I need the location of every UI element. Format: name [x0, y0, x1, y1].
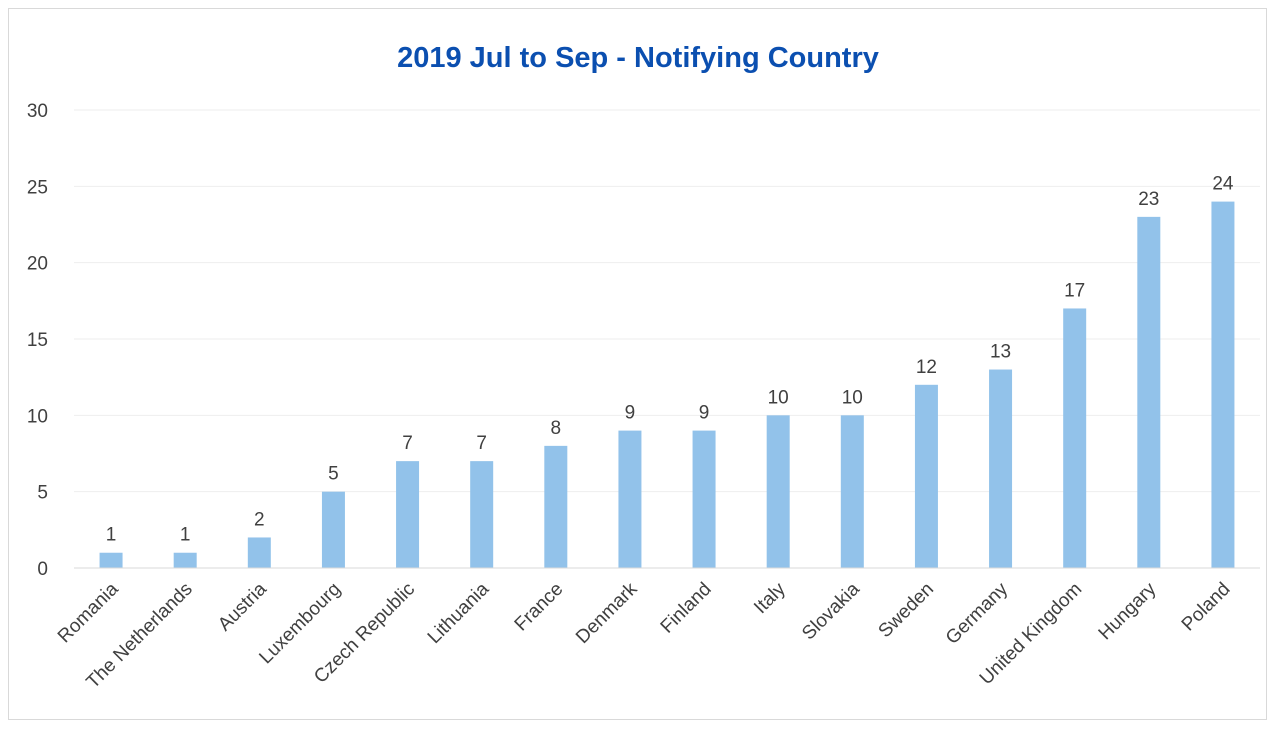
chart-title: 2019 Jul to Sep - Notifying Country	[397, 42, 879, 74]
data-label: 10	[768, 387, 789, 408]
y-tick-label: 25	[27, 177, 48, 198]
bar-lithuania	[470, 461, 494, 568]
y-tick-label: 0	[37, 559, 48, 580]
y-tick-label: 15	[27, 330, 48, 351]
chart-frame	[8, 8, 1267, 720]
data-label: 13	[990, 342, 1011, 363]
category-label: Romania	[54, 578, 123, 647]
bar-france	[544, 445, 568, 568]
category-label: Italy	[750, 578, 790, 618]
category-label: France	[511, 579, 568, 636]
data-label: 1	[180, 525, 191, 546]
bar-denmark	[618, 430, 642, 568]
category-label: Germany	[942, 578, 1012, 648]
category-label: Denmark	[572, 578, 642, 648]
data-label: 1	[106, 525, 117, 546]
bar-slovakia	[840, 415, 864, 568]
data-label: 7	[402, 433, 413, 454]
y-tick-label: 20	[27, 254, 48, 275]
data-label: 7	[476, 433, 487, 454]
y-tick-label: 30	[27, 101, 48, 122]
bar-italy	[766, 415, 790, 568]
category-label: Slovakia	[798, 578, 864, 644]
bar-sweden	[914, 384, 938, 568]
bar-the-netherlands	[173, 552, 197, 568]
y-axis-ticks: 0 5 10 15 20 25 30	[27, 101, 48, 580]
bar-czech-republic	[396, 461, 420, 568]
category-label: Finland	[657, 579, 716, 638]
category-label: Poland	[1178, 579, 1235, 636]
data-label: 2	[254, 509, 265, 530]
data-label: 23	[1138, 189, 1159, 210]
data-label: 24	[1212, 174, 1234, 195]
bar-romania	[99, 552, 123, 568]
category-label: Sweden	[875, 579, 938, 642]
y-tick-label: 10	[27, 406, 48, 427]
category-label: Austria	[214, 578, 271, 635]
bar-luxembourg	[321, 491, 345, 568]
category-label: Hungary	[1095, 578, 1161, 644]
data-label: 12	[916, 357, 937, 378]
data-label: 9	[699, 403, 710, 424]
grid-lines	[74, 109, 1260, 493]
data-label: 8	[551, 418, 562, 439]
data-label: 10	[842, 387, 863, 408]
bar-finland	[692, 430, 716, 568]
bar-united-kingdom	[1063, 308, 1087, 568]
bars	[99, 201, 1235, 568]
bar-hungary	[1137, 216, 1161, 568]
data-label: 9	[625, 403, 636, 424]
category-label: Lithuania	[424, 578, 494, 648]
y-tick-label: 5	[37, 483, 48, 504]
bar-austria	[247, 537, 271, 568]
bar-poland	[1211, 201, 1235, 568]
data-label: 17	[1064, 280, 1085, 301]
data-label: 5	[328, 464, 339, 485]
bar-germany	[989, 369, 1013, 568]
